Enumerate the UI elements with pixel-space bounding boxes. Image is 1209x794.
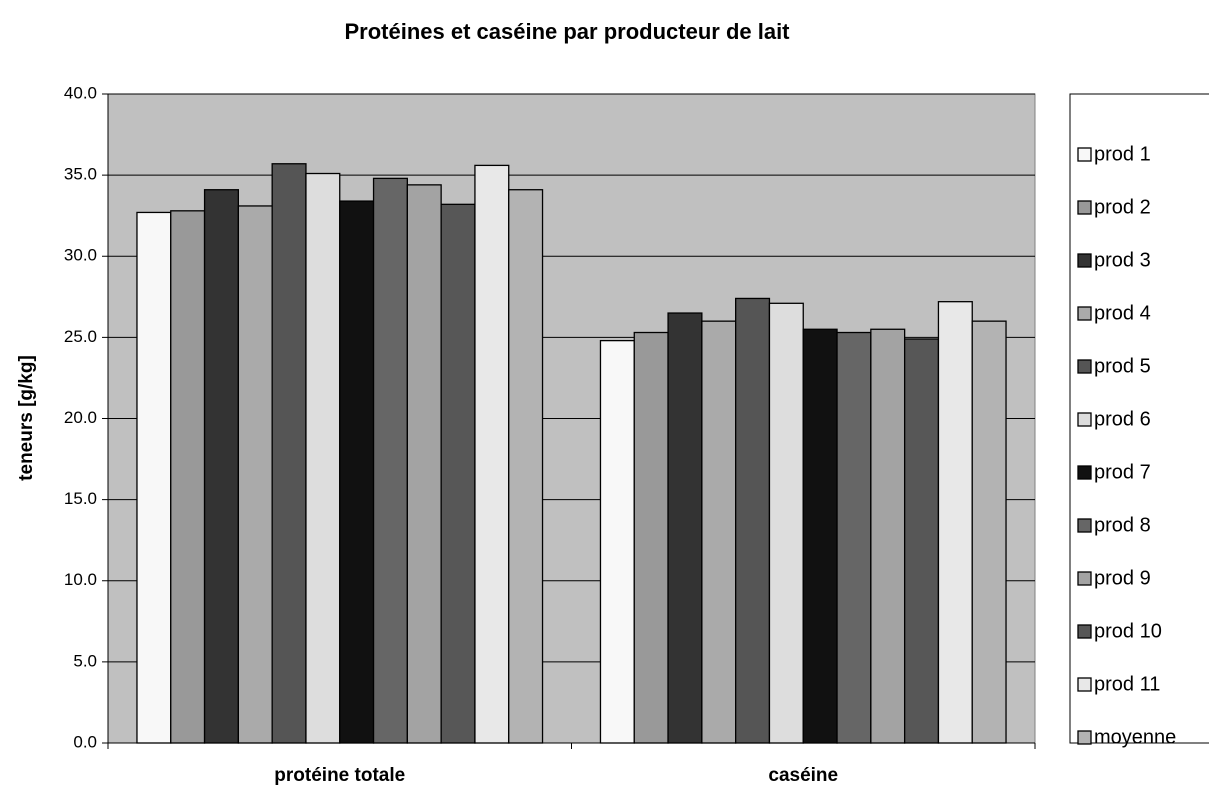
legend-swatch: [1077, 253, 1092, 268]
bar: [339, 200, 375, 744]
bar: [667, 312, 703, 744]
bar: [836, 331, 872, 744]
legend-swatch: [1077, 359, 1092, 374]
legend-label: prod 7: [1094, 461, 1151, 483]
bar: [271, 163, 307, 744]
bar: [305, 172, 341, 744]
bar: [735, 297, 771, 744]
legend-swatch: [1077, 730, 1092, 745]
legend-label: prod 11: [1094, 673, 1160, 695]
legend-box: [1069, 93, 1209, 744]
y-tick-label: 0.0: [73, 732, 97, 751]
legend-swatch: [1077, 518, 1092, 533]
bar: [474, 164, 510, 744]
x-tick-label: protéine totale: [274, 765, 405, 786]
y-tick-label: 20.0: [64, 408, 97, 427]
legend-swatch: [1077, 412, 1092, 427]
bar: [440, 203, 476, 744]
bar: [633, 331, 669, 744]
bar: [971, 320, 1007, 744]
legend-label: prod 4: [1094, 302, 1151, 324]
bar: [170, 210, 206, 744]
bar: [372, 177, 408, 744]
bar: [406, 184, 442, 744]
legend-label: prod 8: [1094, 514, 1151, 536]
bar: [136, 211, 172, 744]
y-axis-label: teneurs [g/kg]: [16, 355, 37, 481]
legend-swatch: [1077, 200, 1092, 215]
legend-label: moyenne: [1094, 726, 1176, 748]
legend-swatch: [1077, 465, 1092, 480]
x-tick-label: caséine: [768, 765, 838, 786]
y-tick-label: 5.0: [73, 651, 97, 670]
legend-label: prod 9: [1094, 567, 1151, 589]
y-tick-label: 10.0: [64, 570, 97, 589]
legend-label: prod 10: [1094, 620, 1162, 642]
legend-label: prod 3: [1094, 249, 1151, 271]
y-tick-label: 15.0: [64, 489, 97, 508]
y-tick-label: 25.0: [64, 327, 97, 346]
bar: [508, 189, 544, 744]
legend-swatch: [1077, 147, 1092, 162]
legend-swatch: [1077, 306, 1092, 321]
y-tick-label: 30.0: [64, 246, 97, 265]
legend-label: prod 2: [1094, 196, 1151, 218]
legend-swatch: [1077, 677, 1092, 692]
legend-label: prod 1: [1094, 143, 1151, 165]
chart-title: Protéines et caséine par producteur de l…: [344, 19, 790, 44]
legend-swatch: [1077, 571, 1092, 586]
bar: [802, 328, 838, 744]
y-tick-label: 35.0: [64, 165, 97, 184]
legend-label: prod 5: [1094, 355, 1151, 377]
y-tick-label: 40.0: [64, 83, 97, 102]
bar: [237, 205, 273, 744]
bar: [701, 320, 737, 744]
legend-swatch: [1077, 624, 1092, 639]
bar: [870, 328, 906, 744]
legend-label: prod 6: [1094, 408, 1151, 430]
bar: [203, 189, 240, 744]
bar: [599, 339, 635, 744]
bar: [768, 302, 804, 744]
bar: [937, 301, 973, 744]
bar: [903, 338, 940, 744]
